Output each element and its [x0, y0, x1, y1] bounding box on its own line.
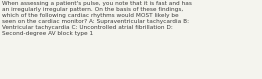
Text: When assessing a patient's pulse, you note that it is fast and has
an irregularl: When assessing a patient's pulse, you no…: [2, 1, 192, 36]
